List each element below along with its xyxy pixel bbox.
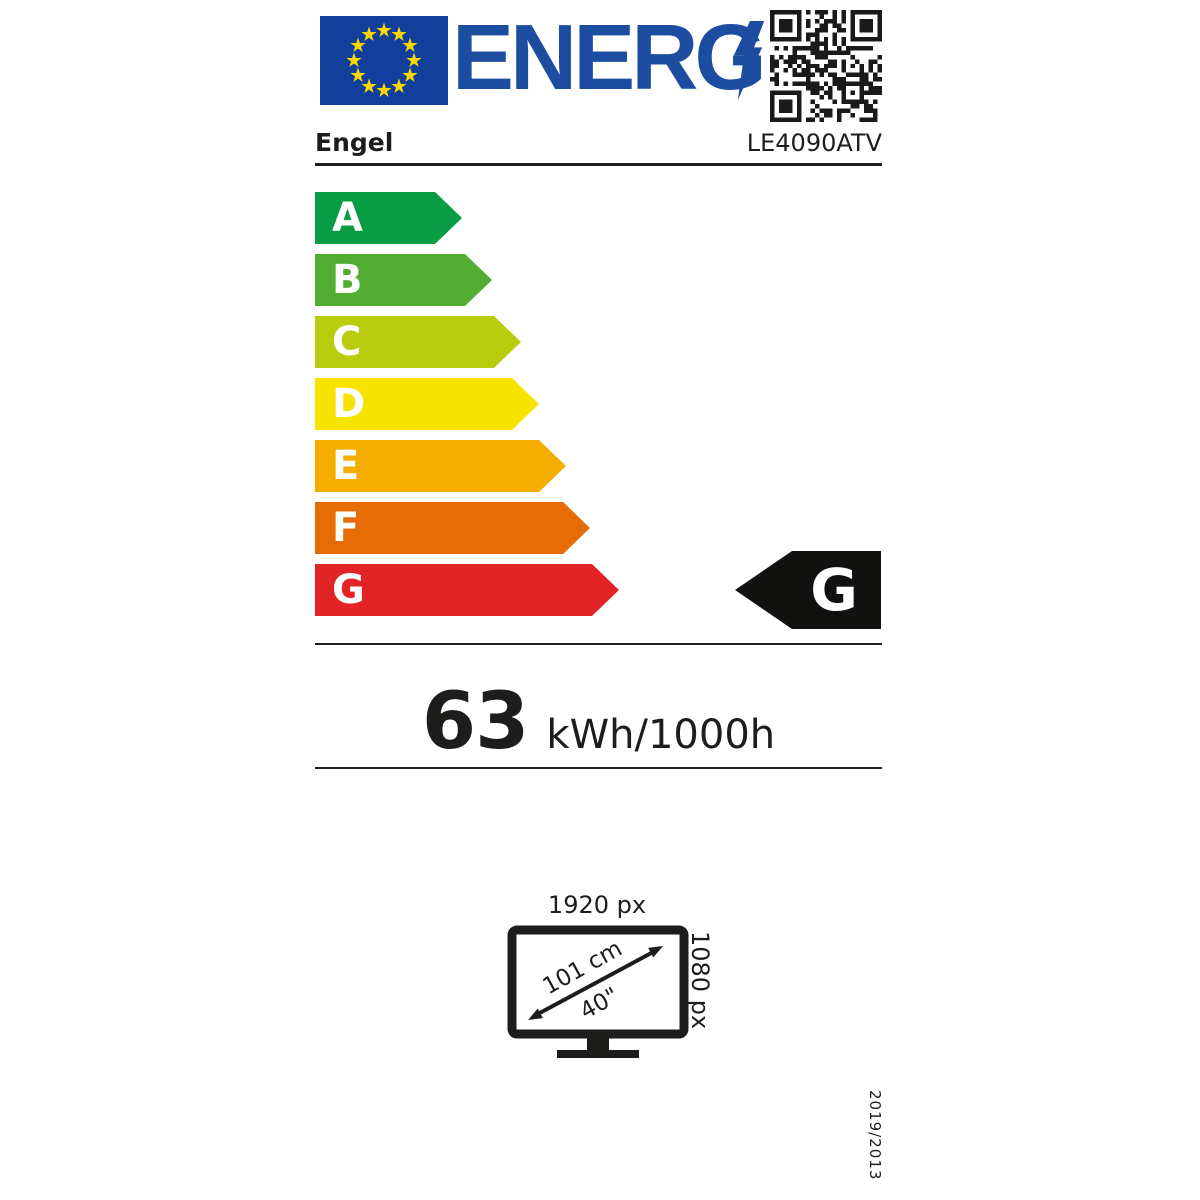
tv-screen-diagram-icon: 101 cm 40" <box>507 925 689 1058</box>
energy-class-letter: G <box>332 567 365 613</box>
energy-class-row-d: D <box>315 378 619 430</box>
energy-class-row-b: B <box>315 254 619 306</box>
qr-code-icon <box>770 10 882 122</box>
eu-flag-icon <box>320 16 448 105</box>
energy-class-row-g: G <box>315 564 619 616</box>
energy-class-arrow-d: D <box>315 378 539 430</box>
model-identifier: LE4090ATV <box>746 129 882 157</box>
energy-consumption: 63 kWh/1000h <box>315 672 882 772</box>
energy-class-letter: A <box>332 195 363 241</box>
energy-class-letter: B <box>332 257 363 303</box>
tv-stand-neck <box>587 1034 609 1052</box>
energy-class-arrow-f: F <box>315 502 590 554</box>
tv-stand-base <box>557 1050 639 1058</box>
energy-class-letter: D <box>332 381 366 427</box>
energy-class-row-e: E <box>315 440 619 492</box>
diagonal-arrowhead-top <box>648 946 663 958</box>
energy-class-row-c: C <box>315 316 619 368</box>
regulation-number: 2019/2013 <box>866 1090 884 1181</box>
divider-bottom <box>315 767 882 769</box>
energy-class-letter: E <box>332 443 360 489</box>
horizontal-resolution-label: 1920 px <box>547 891 647 919</box>
diagonal-arrow <box>535 949 656 1017</box>
consumption-unit: kWh/1000h <box>546 712 776 758</box>
energy-class-row-f: F <box>315 502 619 554</box>
energy-class-letter: C <box>332 319 362 365</box>
rated-class-arrow: G <box>735 551 881 629</box>
energy-class-arrow-a: A <box>315 192 462 244</box>
supplier-name: Engel <box>315 128 394 157</box>
divider-middle <box>315 643 882 645</box>
energy-class-arrow-b: B <box>315 254 492 306</box>
energ-logo-text: ENERG <box>452 4 767 109</box>
eu-flag-stars <box>346 22 422 97</box>
brand-row: Engel LE4090ATV <box>315 128 882 157</box>
energy-class-arrow-g: G <box>315 564 619 616</box>
vertical-resolution-label: 1080 px <box>686 931 714 1030</box>
rated-class-letter: G <box>810 556 858 624</box>
diagonal-arrowhead-bottom <box>528 1008 543 1020</box>
energy-class-letter: F <box>332 505 360 551</box>
energy-class-arrow-c: C <box>315 316 521 368</box>
energy-class-row-a: A <box>315 192 619 244</box>
divider-top <box>315 163 882 166</box>
consumption-value: 63 <box>421 677 530 767</box>
energy-class-arrow-e: E <box>315 440 566 492</box>
lightning-bolt-icon <box>733 21 765 100</box>
